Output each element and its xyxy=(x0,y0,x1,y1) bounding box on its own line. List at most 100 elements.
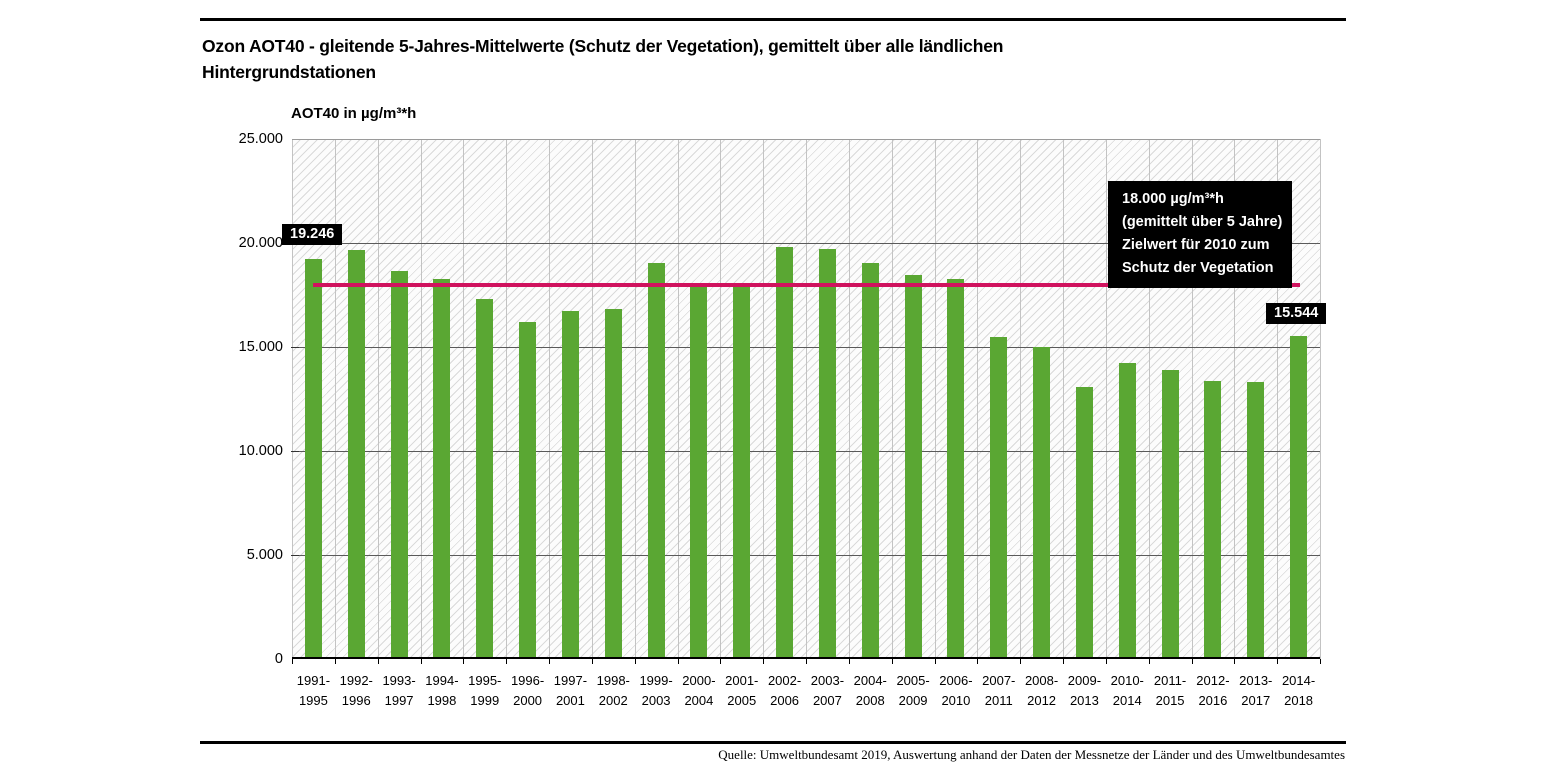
y-axis-tick-label: 20.000 xyxy=(238,235,283,251)
data-label-last-bar: 15.544 xyxy=(1266,303,1327,324)
x-axis-tick-label: 1991- 1995 xyxy=(296,673,331,708)
vertical-gridline xyxy=(977,139,978,659)
bar xyxy=(304,258,322,659)
x-axis-tick xyxy=(335,659,336,664)
vertical-gridline xyxy=(1063,139,1064,659)
x-axis-tick xyxy=(935,659,936,664)
target-annotation: 18.000 µg/m³*h (gemittelt über 5 Jahre) … xyxy=(1108,181,1292,288)
y-axis-tick xyxy=(291,451,299,452)
vertical-gridline xyxy=(763,139,764,659)
vertical-gridline xyxy=(1192,139,1193,659)
x-axis-tick xyxy=(1277,659,1278,664)
y-axis-tick xyxy=(291,555,299,556)
page-title-line2: Hintergrundstationen xyxy=(202,62,376,82)
x-axis-tick xyxy=(292,659,293,664)
page-title: Ozon AOT40 - gleitende 5-Jahres-Mittelwe… xyxy=(202,33,1242,85)
x-axis-tick-label: 1997- 2001 xyxy=(553,673,588,708)
vertical-gridline xyxy=(1106,139,1107,659)
bar xyxy=(604,309,622,659)
x-axis-tick-label: 2006- 2010 xyxy=(939,673,973,708)
vertical-gridline xyxy=(549,139,550,659)
x-axis-tick xyxy=(849,659,850,664)
bar xyxy=(433,279,451,659)
bottom-divider xyxy=(200,741,1346,744)
bar xyxy=(519,322,537,659)
x-axis-tick xyxy=(549,659,550,664)
x-axis-tick-label: 1993- 1997 xyxy=(382,673,416,708)
x-axis-tick-label: 1992- 1996 xyxy=(339,673,373,708)
bar xyxy=(733,287,751,659)
x-axis-tick xyxy=(1192,659,1193,664)
vertical-gridline xyxy=(892,139,893,659)
x-axis-tick-label: 2003- 2007 xyxy=(810,673,845,708)
vertical-gridline xyxy=(935,139,936,659)
bar xyxy=(818,249,836,659)
y-axis-tick xyxy=(291,347,299,348)
page-title-line1: Ozon AOT40 - gleitende 5-Jahres-Mittelwe… xyxy=(202,36,1004,56)
x-axis-tick-label: 2009- 2013 xyxy=(1067,673,1102,708)
horizontal-gridline xyxy=(292,555,1320,556)
data-label-first-bar: 19.246 xyxy=(282,224,343,245)
vertical-gridline xyxy=(1277,139,1278,659)
target-annotation-line4: Schutz der Vegetation xyxy=(1122,260,1274,276)
x-axis-tick xyxy=(678,659,679,664)
bar xyxy=(1075,387,1093,659)
x-axis-tick xyxy=(1106,659,1107,664)
horizontal-gridline xyxy=(292,243,1320,244)
vertical-gridline xyxy=(635,139,636,659)
bar xyxy=(1161,370,1179,659)
vertical-gridline xyxy=(463,139,464,659)
horizontal-gridline xyxy=(292,451,1320,452)
plot-area: 19.246 15.544 18.000 µg/m³*h (gemittelt … xyxy=(239,131,1327,708)
top-divider xyxy=(200,18,1346,21)
vertical-gridline xyxy=(421,139,422,659)
y-axis-tick-label: 15.000 xyxy=(238,339,283,355)
bar xyxy=(690,287,708,659)
x-axis-tick xyxy=(720,659,721,664)
x-axis-tick-label: 1999- 2003 xyxy=(639,673,673,708)
x-axis-tick xyxy=(592,659,593,664)
vertical-gridline xyxy=(1020,139,1021,659)
source-attribution: Quelle: Umweltbundesamt 2019, Auswertung… xyxy=(718,747,1345,762)
vertical-gridline xyxy=(1234,139,1235,659)
plot-top-border xyxy=(292,139,1320,140)
bar xyxy=(1033,347,1051,659)
bar xyxy=(947,278,965,659)
vertical-gridline xyxy=(806,139,807,659)
x-axis-tick xyxy=(806,659,807,664)
vertical-gridline xyxy=(678,139,679,659)
vertical-gridline xyxy=(292,139,293,659)
x-axis-tick-label: 1994- 1998 xyxy=(425,673,459,708)
bar xyxy=(390,270,408,659)
x-axis-tick xyxy=(892,659,893,664)
x-axis-tick-label: 2002- 2006 xyxy=(767,673,802,708)
horizontal-gridline xyxy=(292,347,1320,348)
bar xyxy=(904,274,922,659)
bar xyxy=(561,311,579,659)
bar xyxy=(1247,382,1265,659)
x-axis-tick-label: 1998- 2002 xyxy=(596,673,630,708)
y-axis-tick-label: 25.000 xyxy=(238,131,283,147)
x-axis-tick-label: 1995- 1999 xyxy=(468,673,502,708)
target-annotation-line1: 18.000 µg/m³*h xyxy=(1122,191,1224,207)
vertical-gridline xyxy=(506,139,507,659)
x-axis-tick xyxy=(763,659,764,664)
bar xyxy=(647,263,665,659)
bar xyxy=(347,250,365,659)
bar xyxy=(861,263,879,659)
x-axis-tick-label: 2014- 2018 xyxy=(1281,673,1316,708)
y-axis-tick-label: 5.000 xyxy=(246,547,283,563)
x-axis-tick xyxy=(378,659,379,664)
x-axis-tick-label: 2012- 2016 xyxy=(1196,673,1230,708)
x-axis-tick xyxy=(1063,659,1064,664)
x-axis-tick xyxy=(977,659,978,664)
y-axis-tick-label: 0 xyxy=(274,651,283,667)
x-axis-tick xyxy=(1234,659,1235,664)
y-axis-title: AOT40 in µg/m³*h xyxy=(291,105,417,122)
y-axis-tick-label: 10.000 xyxy=(238,443,283,459)
x-axis-tick xyxy=(506,659,507,664)
x-axis-tick-label: 2001- 2005 xyxy=(725,673,759,708)
x-axis-tick xyxy=(635,659,636,664)
x-axis-tick-label: 1996- 2000 xyxy=(510,673,545,708)
